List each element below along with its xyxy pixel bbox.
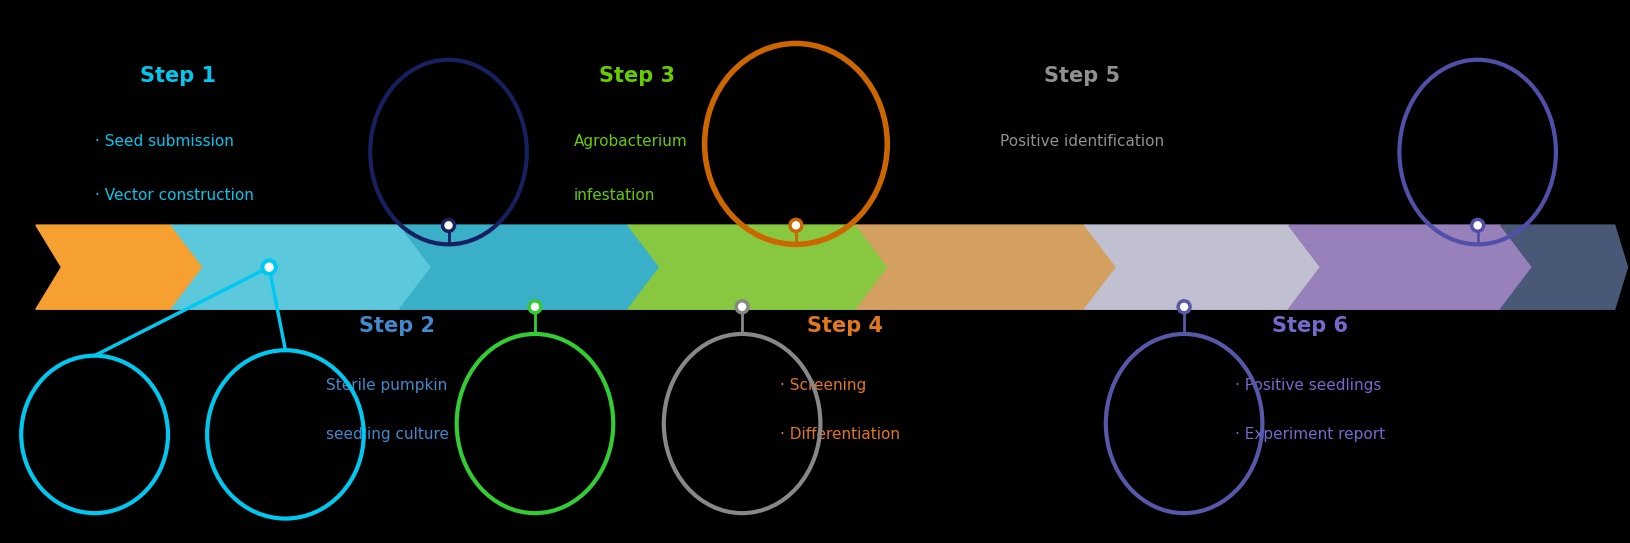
Circle shape — [442, 218, 455, 232]
Text: · Differentiation: · Differentiation — [779, 427, 900, 442]
Circle shape — [1470, 218, 1483, 232]
Text: · Experiment report: · Experiment report — [1234, 427, 1384, 442]
Text: Positive identification: Positive identification — [999, 134, 1164, 149]
Polygon shape — [36, 225, 204, 310]
Polygon shape — [1288, 225, 1532, 310]
Circle shape — [792, 222, 799, 229]
Circle shape — [1180, 304, 1187, 310]
Polygon shape — [1500, 225, 1627, 310]
Text: infestation: infestation — [574, 188, 655, 203]
Polygon shape — [1084, 225, 1320, 310]
Text: Sterile pumpkin: Sterile pumpkin — [326, 378, 447, 393]
Polygon shape — [856, 225, 1117, 310]
Text: · Positive seedlings: · Positive seedlings — [1234, 378, 1381, 393]
Polygon shape — [399, 225, 660, 310]
Text: Step 4: Step 4 — [807, 316, 883, 336]
Circle shape — [528, 300, 541, 314]
Circle shape — [531, 304, 538, 310]
Text: Step 2: Step 2 — [359, 316, 435, 336]
Circle shape — [1177, 300, 1190, 314]
Text: · Vector construction: · Vector construction — [95, 188, 253, 203]
Text: Agrobacterium: Agrobacterium — [574, 134, 688, 149]
Text: Step 5: Step 5 — [1043, 66, 1120, 86]
Polygon shape — [171, 225, 432, 310]
Text: Step 1: Step 1 — [140, 66, 217, 86]
Circle shape — [261, 259, 277, 275]
Circle shape — [1474, 222, 1480, 229]
Circle shape — [789, 218, 802, 232]
Text: seedling culture: seedling culture — [326, 427, 448, 442]
Text: Step 3: Step 3 — [598, 66, 675, 86]
Text: Step 6: Step 6 — [1271, 316, 1348, 336]
Circle shape — [735, 300, 748, 314]
Text: · Screening: · Screening — [779, 378, 866, 393]
Text: · Seed submission: · Seed submission — [95, 134, 233, 149]
Polygon shape — [628, 225, 888, 310]
Circle shape — [266, 263, 272, 271]
Circle shape — [738, 304, 745, 310]
Circle shape — [445, 222, 452, 229]
